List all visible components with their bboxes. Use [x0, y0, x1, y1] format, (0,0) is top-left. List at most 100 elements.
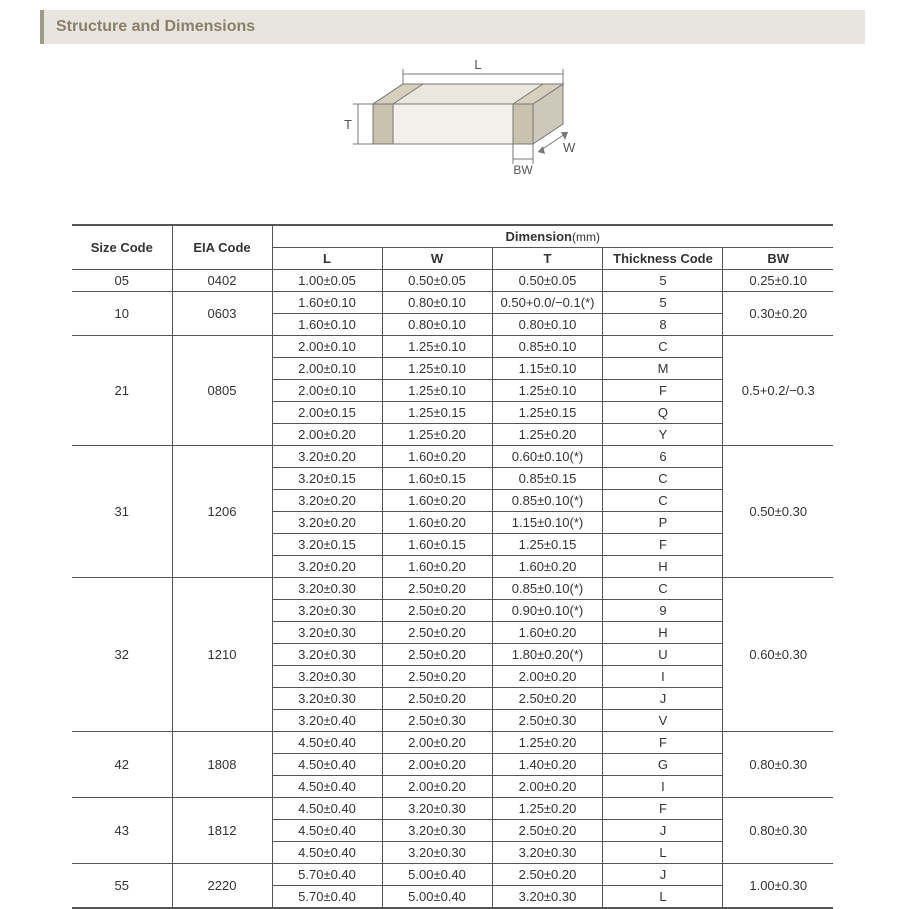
cell-W: 2.00±0.20: [382, 754, 492, 776]
cell-W: 1.60±0.15: [382, 468, 492, 490]
cell-BW: 0.30±0.20: [723, 292, 833, 336]
cell-L: 3.20±0.20: [272, 512, 382, 534]
cell-thickness-code: J: [603, 820, 723, 842]
section-title: Structure and Dimensions: [56, 18, 255, 35]
dimension-diagram: L T W BW: [0, 54, 905, 209]
cell-BW: 0.80±0.30: [723, 732, 833, 798]
cell-L: 3.20±0.20: [272, 490, 382, 512]
cell-size-code: 55: [72, 864, 172, 909]
th-dimension: Dimension(mm): [272, 225, 833, 248]
cell-T: 0.85±0.15: [492, 468, 603, 490]
cell-L: 3.20±0.20: [272, 556, 382, 578]
cell-thickness-code: I: [603, 666, 723, 688]
cell-thickness-code: 5: [603, 292, 723, 314]
cell-L: 3.20±0.30: [272, 644, 382, 666]
cell-L: 3.20±0.30: [272, 666, 382, 688]
cell-W: 5.00±0.40: [382, 864, 492, 886]
cell-size-code: 31: [72, 446, 172, 578]
cell-L: 4.50±0.40: [272, 820, 382, 842]
cell-BW: 0.80±0.30: [723, 798, 833, 864]
cell-L: 3.20±0.30: [272, 622, 382, 644]
cell-thickness-code: C: [603, 578, 723, 600]
table-row: 2108052.00±0.101.25±0.100.85±0.10C0.5+0.…: [72, 336, 833, 358]
cell-size-code: 05: [72, 270, 172, 292]
cell-W: 2.50±0.30: [382, 710, 492, 732]
cell-T: 2.50±0.20: [492, 864, 603, 886]
cell-L: 1.60±0.10: [272, 314, 382, 336]
cell-L: 1.00±0.05: [272, 270, 382, 292]
cell-W: 2.50±0.20: [382, 666, 492, 688]
cell-L: 3.20±0.30: [272, 688, 382, 710]
cell-L: 2.00±0.20: [272, 424, 382, 446]
cell-thickness-code: P: [603, 512, 723, 534]
cell-W: 1.25±0.15: [382, 402, 492, 424]
cell-L: 2.00±0.10: [272, 358, 382, 380]
cell-T: 1.25±0.20: [492, 424, 603, 446]
cell-L: 4.50±0.40: [272, 798, 382, 820]
cell-L: 1.60±0.10: [272, 292, 382, 314]
cell-thickness-code: U: [603, 644, 723, 666]
table-row: 3212103.20±0.302.50±0.200.85±0.10(*)C0.6…: [72, 578, 833, 600]
cell-T: 2.50±0.20: [492, 688, 603, 710]
cell-L: 3.20±0.15: [272, 534, 382, 556]
cell-W: 3.20±0.30: [382, 820, 492, 842]
cell-T: 2.00±0.20: [492, 666, 603, 688]
table-row: 0504021.00±0.050.50±0.050.50±0.0550.25±0…: [72, 270, 833, 292]
cell-eia-code: 1812: [172, 798, 272, 864]
cell-thickness-code: L: [603, 842, 723, 864]
cell-BW: 0.50±0.30: [723, 446, 833, 578]
cell-T: 1.60±0.20: [492, 556, 603, 578]
table-row: 5522205.70±0.405.00±0.402.50±0.20J1.00±0…: [72, 864, 833, 886]
table-row: 4218084.50±0.402.00±0.201.25±0.20F0.80±0…: [72, 732, 833, 754]
cell-T: 1.15±0.10: [492, 358, 603, 380]
th-eia-code: EIA Code: [172, 225, 272, 270]
cell-eia-code: 0805: [172, 336, 272, 446]
dimensions-table: Size CodeEIA CodeDimension(mm)LWTThickne…: [72, 224, 833, 909]
cell-W: 1.25±0.10: [382, 336, 492, 358]
cell-W: 2.50±0.20: [382, 644, 492, 666]
cell-T: 2.50±0.30: [492, 710, 603, 732]
cell-thickness-code: F: [603, 798, 723, 820]
th-W: W: [382, 248, 492, 270]
cell-L: 2.00±0.10: [272, 336, 382, 358]
cell-size-code: 42: [72, 732, 172, 798]
cell-T: 0.85±0.10(*): [492, 578, 603, 600]
cell-W: 3.20±0.30: [382, 798, 492, 820]
cell-T: 3.20±0.30: [492, 842, 603, 864]
cell-thickness-code: J: [603, 864, 723, 886]
cell-thickness-code: F: [603, 534, 723, 556]
th-T: T: [492, 248, 603, 270]
cell-W: 1.25±0.20: [382, 424, 492, 446]
th-L: L: [272, 248, 382, 270]
cell-thickness-code: 6: [603, 446, 723, 468]
cell-W: 1.60±0.20: [382, 490, 492, 512]
cell-thickness-code: C: [603, 336, 723, 358]
cell-BW: 0.25±0.10: [723, 270, 833, 292]
cell-thickness-code: I: [603, 776, 723, 798]
cell-size-code: 32: [72, 578, 172, 732]
diagram-label-BW: BW: [513, 163, 533, 177]
cell-BW: 0.5+0.2/−0.3: [723, 336, 833, 446]
cell-BW: 1.00±0.30: [723, 864, 833, 909]
cell-W: 2.50±0.20: [382, 622, 492, 644]
cell-thickness-code: M: [603, 358, 723, 380]
cell-L: 3.20±0.20: [272, 446, 382, 468]
cell-thickness-code: Y: [603, 424, 723, 446]
cell-T: 0.50±0.05: [492, 270, 603, 292]
table-row: 3112063.20±0.201.60±0.200.60±0.10(*)60.5…: [72, 446, 833, 468]
cell-T: 2.00±0.20: [492, 776, 603, 798]
cell-W: 2.50±0.20: [382, 600, 492, 622]
section-header: Structure and Dimensions: [40, 10, 865, 44]
cell-thickness-code: J: [603, 688, 723, 710]
cell-T: 1.25±0.15: [492, 402, 603, 424]
cell-thickness-code: Q: [603, 402, 723, 424]
cell-W: 2.00±0.20: [382, 732, 492, 754]
cell-W: 1.60±0.20: [382, 446, 492, 468]
cell-L: 2.00±0.15: [272, 402, 382, 424]
cell-thickness-code: C: [603, 468, 723, 490]
cell-T: 1.25±0.20: [492, 798, 603, 820]
cell-thickness-code: F: [603, 732, 723, 754]
cell-L: 4.50±0.40: [272, 776, 382, 798]
cell-T: 1.15±0.10(*): [492, 512, 603, 534]
cell-W: 1.25±0.10: [382, 380, 492, 402]
